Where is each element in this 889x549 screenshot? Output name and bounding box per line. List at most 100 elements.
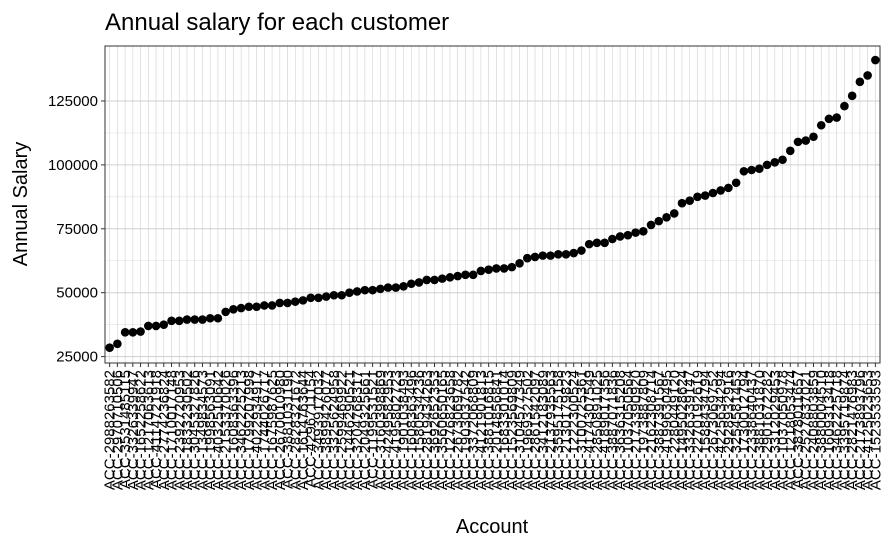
- x-tick-label: ACC-2014856841: [488, 370, 505, 490]
- point: [816, 120, 826, 130]
- point: [360, 285, 370, 295]
- point: [669, 209, 679, 218]
- x-tick-label: ACC-2599469922: [334, 370, 351, 490]
- x-tick-label: ACC-1683301014: [496, 370, 513, 490]
- point: [105, 343, 114, 352]
- point: [832, 113, 841, 122]
- point: [136, 327, 145, 336]
- x-tick-label: ACC-2137935563: [543, 370, 560, 490]
- point: [144, 321, 153, 331]
- x-tick-label: ACC-2130179823: [558, 370, 575, 490]
- point: [391, 283, 401, 292]
- x-tick-label: ACC-4195802723: [388, 370, 405, 490]
- plot-background: [105, 46, 880, 363]
- x-tick-label: ACC-1744026717: [256, 370, 273, 490]
- x-tick-label: ACC-2153370026: [218, 370, 235, 490]
- point: [321, 292, 331, 301]
- point: [507, 262, 517, 272]
- point: [693, 192, 702, 202]
- point: [623, 230, 633, 240]
- x-tick-label: ACC-2408803859: [805, 370, 822, 490]
- plot-border: [104, 45, 881, 364]
- x-tick-label: ACC-1217063613: [140, 370, 157, 490]
- x-tick-label: ACC-1903037542: [457, 370, 474, 490]
- point: [801, 136, 811, 145]
- point: [205, 313, 215, 323]
- point: [700, 191, 710, 200]
- point: [809, 132, 818, 142]
- y-tick-label: 75000: [56, 221, 98, 238]
- x-tick-label: ACC-2270192619: [689, 370, 706, 490]
- y-tick-label: 125000: [48, 93, 98, 110]
- x-tick-label: ACC-1588434794: [697, 370, 714, 490]
- x-tick-label: ACC-3312029453: [767, 370, 784, 490]
- point: [437, 274, 447, 283]
- point: [770, 158, 780, 167]
- x-tick-label: ACC-3462225213: [233, 370, 250, 490]
- point: [151, 321, 161, 331]
- x-tick-label: ACC-3204768317: [349, 370, 366, 490]
- x-tick-label: ACC-1349834573: [194, 370, 211, 490]
- point: [376, 284, 385, 294]
- point: [182, 315, 192, 324]
- point: [198, 315, 207, 324]
- x-tick-label: ACC-1973887809: [635, 370, 652, 490]
- x-tick-label: ACC-1446290521: [341, 370, 358, 490]
- x-tick-label: ACC-4199630495: [659, 370, 676, 490]
- x-tick-label: ACC-3372068809: [465, 370, 482, 490]
- point: [685, 196, 695, 205]
- point: [793, 137, 803, 147]
- x-tick-label: ACC-2392720953: [171, 370, 188, 490]
- y-tick-label: 100000: [48, 157, 98, 174]
- x-tick-label: ACC-3254581453: [728, 370, 745, 490]
- point: [430, 275, 439, 285]
- point: [739, 166, 749, 176]
- x-tick-label: ACC-4125023653: [860, 370, 877, 490]
- point: [646, 220, 656, 230]
- x-axis-label: Account: [456, 516, 529, 538]
- x-tick-label: ACC-2850891025: [589, 370, 606, 490]
- point: [290, 297, 300, 306]
- point: [608, 234, 617, 244]
- x-tick-label: ACC-1037050978: [775, 370, 792, 490]
- point: [229, 305, 238, 314]
- point: [476, 266, 486, 276]
- x-tick-label: ACC-3878011657: [790, 370, 807, 489]
- x-tick-label: ACC-1833230502: [179, 370, 196, 490]
- point: [840, 101, 849, 111]
- point: [368, 285, 377, 295]
- x-tick-label: ACC-2774236824: [156, 370, 173, 490]
- point: [422, 275, 432, 285]
- x-tick-label: ACC-3636315208: [612, 370, 629, 490]
- point: [577, 246, 586, 255]
- point: [492, 264, 501, 273]
- point: [484, 265, 493, 274]
- x-tick-label: ACC-3326339947: [125, 370, 142, 490]
- point: [414, 278, 424, 287]
- point: [708, 188, 718, 198]
- x-tick-label: ACC-1218053474: [782, 370, 799, 490]
- x-tick-label: ACC-1675987625: [264, 370, 281, 490]
- x-tick-label: ACC-1969327502: [519, 370, 536, 490]
- x-tick-label: ACC-4121901813: [473, 370, 490, 490]
- point: [120, 328, 130, 337]
- x-tick-label: ACC-3887071836: [604, 370, 621, 490]
- x-tick-label: ACC-3560650165: [434, 370, 451, 490]
- point: [615, 232, 625, 241]
- x-tick-label: ACC-1614763644: [295, 370, 312, 490]
- x-tick-label: ACC-1901038493: [396, 370, 413, 490]
- point: [190, 315, 200, 324]
- x-tick-label: ACC-1652258622: [133, 370, 150, 490]
- point: [445, 273, 455, 282]
- point: [847, 91, 857, 101]
- x-tick-label: ACC-4225634294: [713, 370, 730, 490]
- point: [785, 146, 795, 156]
- point: [383, 283, 393, 292]
- x-tick-label: ACC-3395719874: [836, 370, 853, 490]
- x-tick-label: ACC-3100725361: [573, 370, 590, 490]
- point: [654, 216, 664, 226]
- point: [863, 71, 872, 80]
- x-tick-label: ACC-3104577349: [512, 370, 529, 490]
- x-tick-label: ACC-3325624958: [326, 370, 343, 490]
- x-tick-label: ACC-2173390920: [628, 370, 645, 490]
